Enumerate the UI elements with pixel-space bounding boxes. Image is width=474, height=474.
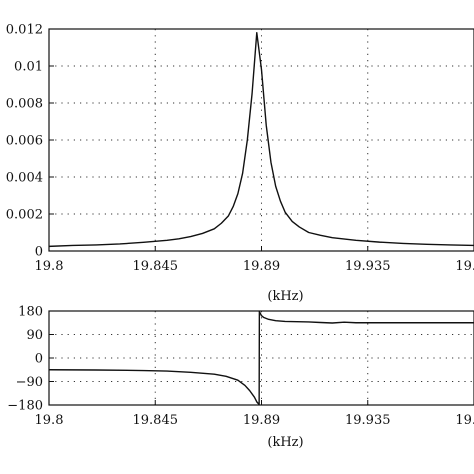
x-tick-label: 19.845 — [133, 413, 179, 428]
y-tick-label: 0.002 — [6, 208, 43, 223]
y-tick-label: 180 — [18, 305, 43, 320]
x-tick-label: 19.98 — [455, 259, 474, 274]
y-tick-label: −180 — [7, 399, 43, 414]
y-tick-label: 90 — [26, 328, 43, 343]
x-tick-label: 19.935 — [345, 413, 391, 428]
y-tick-label: 0.008 — [6, 97, 43, 112]
y-tick-label: 0.004 — [6, 171, 43, 186]
y-tick-label: 0 — [35, 245, 43, 260]
x-tick-label: 19.89 — [243, 413, 280, 428]
x-tick-label: 19.89 — [243, 259, 280, 274]
phase-plot: −180 −90 0 90 180 19.8 19.845 19.89 19.935 19.98 (… — [7, 305, 474, 450]
x-tick-label: 19.8 — [35, 413, 64, 428]
magnitude-plot: 0 0.002 0.004 0.006 0.008 0.01 0.012 19.8 19.845… — [6, 23, 474, 304]
y-tick-label: 0.01 — [14, 60, 43, 75]
magnitude-series-line — [48, 32, 474, 248]
x-axis-title: (kHz) — [267, 435, 303, 450]
y-tick-label: −90 — [16, 375, 43, 390]
y-tick-label: 0 — [35, 352, 43, 367]
phase-series-line — [48, 310, 474, 406]
y-tick-label: 0.012 — [6, 23, 43, 38]
x-tick-label: 19.98 — [455, 413, 474, 428]
x-tick-label: 19.935 — [345, 259, 391, 274]
x-tick-label: 19.845 — [133, 259, 179, 274]
x-tick-label: 19.8 — [35, 259, 64, 274]
x-axis-title: (kHz) — [267, 289, 303, 304]
plot-frame — [48, 310, 474, 406]
y-tick-label: 0.006 — [6, 134, 43, 149]
plot-frame — [48, 28, 474, 252]
